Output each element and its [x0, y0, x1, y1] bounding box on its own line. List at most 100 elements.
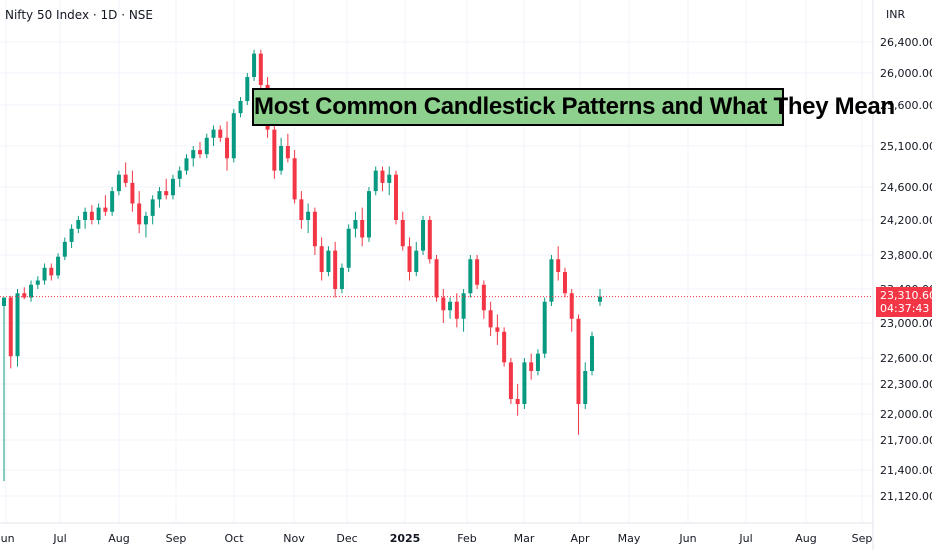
x-tick-label: Jul: [738, 532, 752, 545]
candle-body: [211, 129, 216, 138]
x-tick-label: May: [618, 532, 641, 545]
candle-body: [481, 284, 486, 311]
candle-body: [150, 199, 155, 216]
candle-body: [448, 301, 453, 311]
x-tick-label: Feb: [457, 532, 476, 545]
last-price-badge: 23,310.60 04:37:43: [876, 287, 932, 317]
candle-body: [96, 207, 101, 220]
candle-body: [394, 174, 398, 220]
x-tick-label: Jun: [678, 532, 696, 545]
x-tick-label: Aug: [795, 532, 816, 545]
x-tick-label: Apr: [570, 532, 590, 545]
candle-body: [353, 220, 358, 229]
candle-body: [89, 211, 94, 220]
candle-body: [400, 220, 405, 247]
candle-series: [2, 49, 602, 482]
candle-body: [231, 113, 236, 159]
x-tick-label: Mar: [514, 532, 535, 545]
candle-body: [76, 220, 81, 229]
currency-label: INR: [886, 8, 906, 21]
candle-body: [366, 191, 371, 238]
candle-body: [22, 293, 27, 298]
candle-body: [252, 53, 257, 77]
y-tick-label: 26,400.00: [880, 36, 932, 49]
candle-body: [360, 220, 365, 238]
candle-body: [549, 259, 554, 302]
candle-body: [346, 228, 351, 268]
y-tick-label: 26,000.00: [880, 67, 932, 80]
y-tick-label: 23,800.00: [880, 249, 932, 262]
candle-body: [312, 211, 317, 247]
candle-body: [29, 284, 34, 298]
candle-body: [35, 280, 40, 285]
candle-body: [238, 101, 243, 114]
candle-body: [529, 362, 534, 371]
candle-body: [204, 137, 209, 155]
candle-body: [515, 399, 520, 404]
candle-body: [218, 129, 223, 138]
candle-body: [15, 293, 20, 357]
candle-body: [225, 137, 230, 159]
candle-body: [333, 250, 338, 289]
candle-body: [319, 246, 324, 272]
candle-body: [421, 220, 426, 251]
candle-body: [292, 158, 297, 200]
candle-body: [590, 336, 594, 371]
candle-body: [110, 191, 115, 212]
x-tick-label: Sep: [852, 532, 873, 545]
candle-body: [130, 182, 135, 204]
candle-body: [170, 178, 175, 196]
candle-body: [414, 250, 419, 272]
candle-body: [373, 170, 378, 192]
candle-body: [495, 327, 500, 332]
symbol-title[interactable]: Nifty 50 Index · 1D · NSE: [5, 8, 154, 22]
time-axis-labels: Jun Jul Aug Sep Oct Nov Dec 2025 Feb Mar Apr May Jun…: [0, 532, 872, 545]
candle-body: [598, 296, 602, 302]
y-tick-label: 22,600.00: [880, 352, 932, 365]
candle-body: [556, 259, 561, 272]
candle-body: [535, 353, 540, 371]
x-tick-label: Aug: [108, 532, 129, 545]
candle-body: [56, 256, 61, 276]
candle-body: [468, 259, 473, 294]
y-tick-label: 22,000.00: [880, 408, 932, 421]
candle-body: [103, 207, 108, 212]
candle-body: [326, 250, 331, 272]
candle-body: [157, 191, 162, 200]
candle-body: [380, 170, 385, 183]
bar-countdown: 04:37:43: [880, 302, 930, 315]
x-tick-label: 2025: [390, 532, 421, 545]
candle-body: [137, 203, 142, 225]
candle-body: [434, 259, 439, 298]
candle-body: [339, 267, 344, 289]
y-tick-label: 24,600.00: [880, 181, 932, 194]
candle-body: [576, 318, 581, 404]
x-tick-label: Jul: [52, 532, 66, 545]
candle-body: [164, 191, 169, 196]
candle-body: [407, 246, 412, 272]
y-tick-label: 25,600.00: [880, 99, 932, 112]
candle-body: [461, 293, 466, 319]
candle-body: [502, 331, 507, 363]
last-price-value: 23,310.60: [880, 289, 932, 302]
candle-body: [508, 362, 513, 399]
y-tick-label: 21,120.00: [880, 490, 932, 503]
headline-banner: Most Common Candlestick Patterns and Wha…: [252, 88, 895, 126]
candle-body: [583, 371, 588, 404]
candle-body: [542, 301, 547, 354]
candle-body: [8, 297, 13, 357]
candle-body: [258, 53, 263, 85]
x-tick-label: Nov: [283, 532, 305, 545]
candle-body: [191, 150, 196, 159]
candle-body: [427, 220, 432, 260]
candle-body: [569, 293, 574, 319]
candle-body: [123, 174, 128, 183]
candle-body: [285, 146, 290, 159]
candle-body: [488, 310, 493, 328]
candle-body: [69, 228, 74, 242]
y-tick-label: 23,000.00: [880, 317, 932, 330]
candle-body: [272, 129, 277, 171]
candle-body: [441, 297, 446, 311]
candle-body: [306, 211, 311, 220]
